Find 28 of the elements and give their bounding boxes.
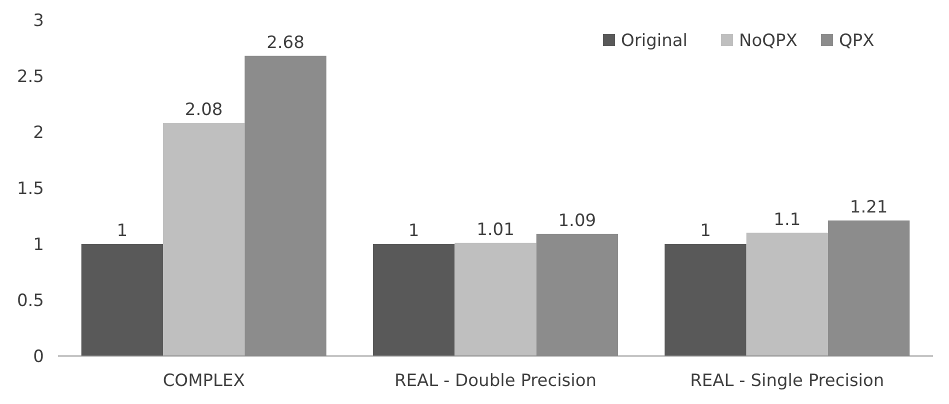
- data-label: 1: [408, 221, 420, 241]
- data-label: 2.68: [266, 32, 304, 53]
- x-tick-label: COMPLEX: [162, 371, 246, 391]
- data-label: 1.01: [476, 220, 514, 240]
- data-label: 1: [116, 221, 128, 241]
- y-tick-label: 1: [33, 234, 44, 255]
- y-tick-label: 1.5: [16, 178, 44, 199]
- bar: [454, 242, 536, 356]
- bar: [746, 232, 828, 356]
- data-label: 1.1: [774, 210, 801, 230]
- legend-label: NoQPX: [739, 30, 798, 51]
- bar: [373, 244, 455, 356]
- legend-label: QPX: [839, 30, 875, 51]
- bar: [81, 244, 163, 356]
- y-tick-label: 0: [33, 346, 44, 367]
- x-tick-label: REAL - Double Precision: [394, 371, 597, 391]
- x-tick-label: REAL - Single Precision: [690, 371, 884, 391]
- y-tick-label: 2.5: [16, 66, 44, 87]
- data-label: 2.08: [184, 100, 223, 120]
- y-tick-label: 0.5: [16, 290, 44, 311]
- data-label: 1.09: [558, 210, 596, 231]
- y-tick-label: 3: [33, 10, 44, 31]
- y-tick-label: 2: [33, 122, 44, 143]
- bar: [664, 244, 746, 356]
- bar: [163, 123, 245, 356]
- data-label: 1: [700, 221, 711, 241]
- legend-label: Original: [621, 30, 688, 51]
- data-label: 1.21: [850, 197, 888, 218]
